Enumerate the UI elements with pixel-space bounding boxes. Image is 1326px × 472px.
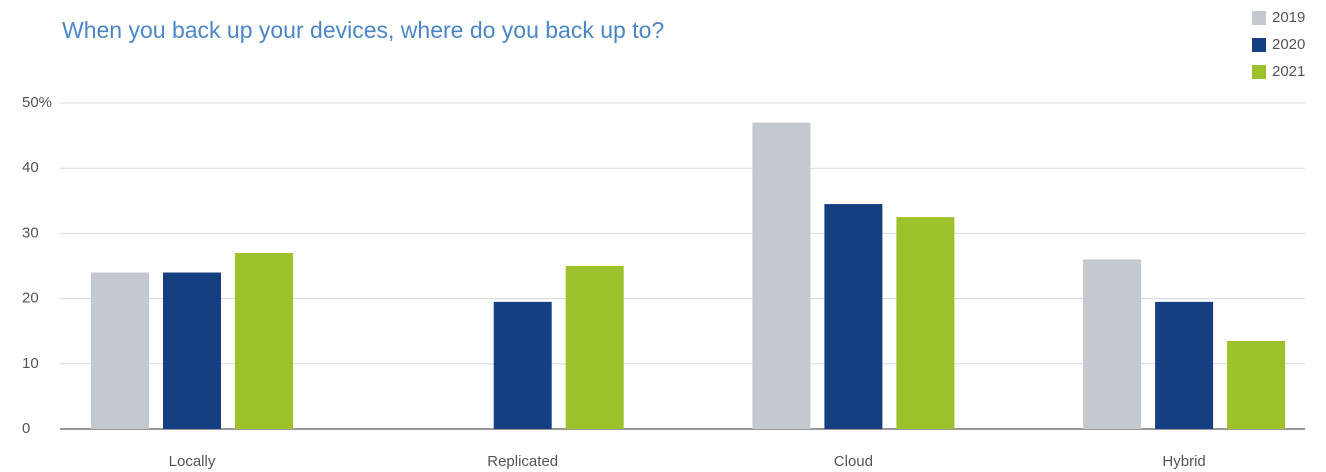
bar xyxy=(91,272,149,429)
y-tick-label: 40 xyxy=(22,159,39,176)
legend-label: 2019 xyxy=(1272,9,1305,26)
bar xyxy=(1083,259,1142,429)
x-tick-label: Locally xyxy=(169,453,216,470)
bar xyxy=(163,272,221,429)
y-tick-label: 0 xyxy=(22,420,30,437)
bar xyxy=(1227,340,1286,429)
bar xyxy=(493,301,552,429)
bar xyxy=(752,122,811,429)
bar xyxy=(565,266,624,429)
x-tick-label: Cloud xyxy=(834,453,873,470)
bar xyxy=(824,204,883,429)
legend-swatch xyxy=(1252,11,1266,25)
y-tick-label: 30 xyxy=(22,224,39,241)
y-tick-label: 20 xyxy=(22,290,39,307)
x-tick-label: Hybrid xyxy=(1162,453,1205,470)
bar xyxy=(896,217,955,429)
chart-title: When you back up your devices, where do … xyxy=(62,17,664,43)
legend-swatch xyxy=(1252,38,1266,52)
legend-label: 2021 xyxy=(1272,63,1305,80)
x-tick-label: Replicated xyxy=(487,453,558,470)
bar xyxy=(1155,301,1214,429)
y-tick-label: 10 xyxy=(22,355,39,372)
legend-swatch xyxy=(1252,65,1266,79)
y-tick-label: 50% xyxy=(22,94,52,111)
legend-label: 2020 xyxy=(1272,36,1305,53)
bar xyxy=(235,252,293,429)
